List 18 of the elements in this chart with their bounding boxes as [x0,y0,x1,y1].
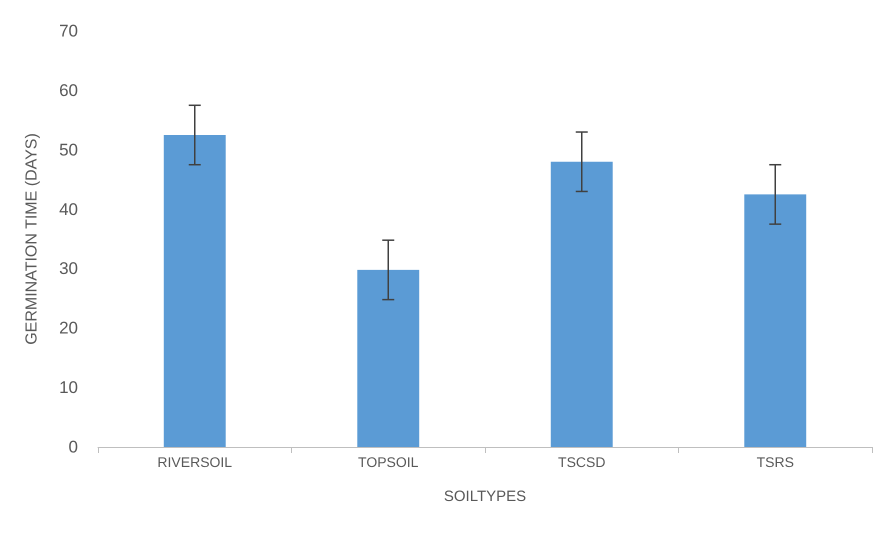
y-axis-title: GERMINATION TIME (DAYS) [24,133,40,345]
x-tick-label: TSRS [756,454,794,470]
y-tick-label: 50 [59,140,78,160]
bar [164,135,226,447]
x-tick-label: TSCSD [558,454,606,470]
bar [550,162,613,447]
y-tick-label: 30 [59,259,78,278]
bar [744,194,806,447]
y-tick-label: 20 [59,318,78,338]
x-tick-label: TOPSOIL [358,454,419,470]
y-tick-label: 40 [59,200,78,219]
y-tick-label: 70 [59,22,78,40]
x-axis-title: SOILTYPES [444,488,526,505]
x-tick-label: RIVERSOIL [157,454,232,470]
bar [357,270,420,447]
y-tick-label: 0 [68,438,78,456]
y-tick-label: 10 [59,378,78,398]
y-tick-label: 60 [59,80,78,100]
